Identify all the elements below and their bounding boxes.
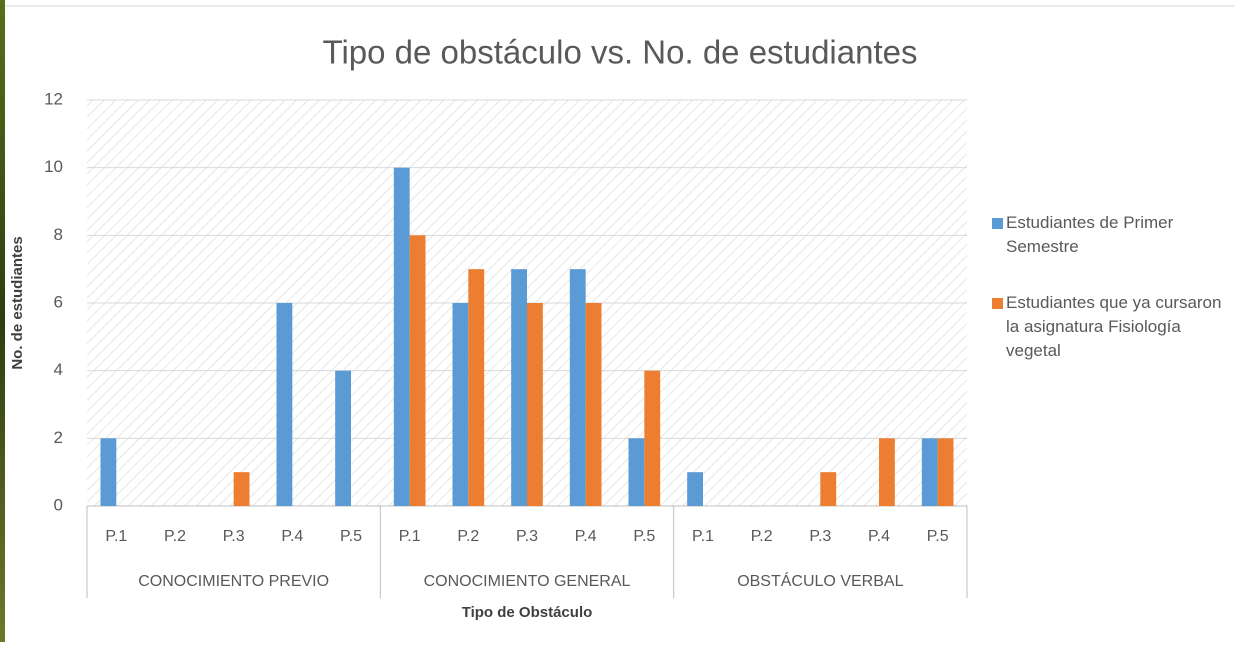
bar bbox=[468, 269, 484, 506]
x-tick-label: P.2 bbox=[164, 528, 186, 545]
bar bbox=[820, 472, 836, 506]
bar bbox=[452, 303, 468, 506]
group-label: CONOCIMIENTO PREVIO bbox=[138, 573, 329, 590]
page: Tipo de obstáculo vs. No. de estudiantes… bbox=[0, 0, 1235, 642]
x-tick-label: P.1 bbox=[105, 528, 127, 545]
x-tick-label: P.3 bbox=[223, 528, 245, 545]
group-label: OBSTÁCULO VERBAL bbox=[737, 571, 903, 590]
left-edge bbox=[0, 0, 5, 642]
bar bbox=[879, 438, 895, 506]
bar bbox=[527, 303, 543, 506]
x-tick-label: P.5 bbox=[927, 528, 949, 545]
x-tick-label: P.4 bbox=[868, 528, 890, 545]
legend-label: Estudiantes de Primer Semestre bbox=[1006, 211, 1227, 259]
legend-label: Estudiantes que ya cursaron la asignatur… bbox=[1006, 291, 1227, 363]
x-tick-label: P.5 bbox=[633, 528, 655, 545]
x-tick-label: P.1 bbox=[692, 528, 714, 545]
y-tick-label: 2 bbox=[54, 428, 63, 447]
group-label: CONOCIMIENTO GENERAL bbox=[424, 573, 631, 590]
y-tick-label: 12 bbox=[44, 89, 63, 108]
bar bbox=[335, 371, 351, 506]
legend-swatch bbox=[992, 298, 1003, 309]
x-axis-title: Tipo de Obstáculo bbox=[462, 604, 593, 621]
bar bbox=[410, 235, 426, 506]
bar bbox=[922, 438, 938, 506]
legend-item: Estudiantes que ya cursaron la asignatur… bbox=[992, 291, 1227, 363]
bar bbox=[586, 303, 602, 506]
bar bbox=[511, 269, 527, 506]
y-tick-label: 4 bbox=[54, 360, 63, 379]
y-axis-title: No. de estudiantes bbox=[9, 236, 26, 369]
y-tick-label: 6 bbox=[54, 292, 63, 311]
bar bbox=[276, 303, 292, 506]
x-tick-label: P.2 bbox=[457, 528, 479, 545]
chart-title: Tipo de obstáculo vs. No. de estudiantes bbox=[323, 34, 918, 71]
bar bbox=[570, 269, 586, 506]
bar bbox=[938, 438, 954, 506]
x-tick-label: P.4 bbox=[281, 528, 303, 545]
bar bbox=[100, 438, 116, 506]
y-tick-label: 0 bbox=[54, 495, 63, 514]
y-tick-label: 8 bbox=[54, 225, 63, 244]
x-tick-label: P.5 bbox=[340, 528, 362, 545]
y-tick-label: 10 bbox=[44, 157, 63, 176]
x-tick-label: P.3 bbox=[516, 528, 538, 545]
x-tick-label: P.2 bbox=[751, 528, 773, 545]
bar bbox=[394, 168, 410, 506]
bar bbox=[628, 438, 644, 506]
x-tick-label: P.1 bbox=[399, 528, 421, 545]
x-tick-label: P.4 bbox=[575, 528, 597, 545]
bar bbox=[644, 371, 660, 506]
legend-item: Estudiantes de Primer Semestre bbox=[992, 211, 1227, 259]
x-tick-label: P.3 bbox=[809, 528, 831, 545]
bar bbox=[234, 472, 250, 506]
legend-swatch bbox=[992, 218, 1003, 229]
bar bbox=[687, 472, 703, 506]
